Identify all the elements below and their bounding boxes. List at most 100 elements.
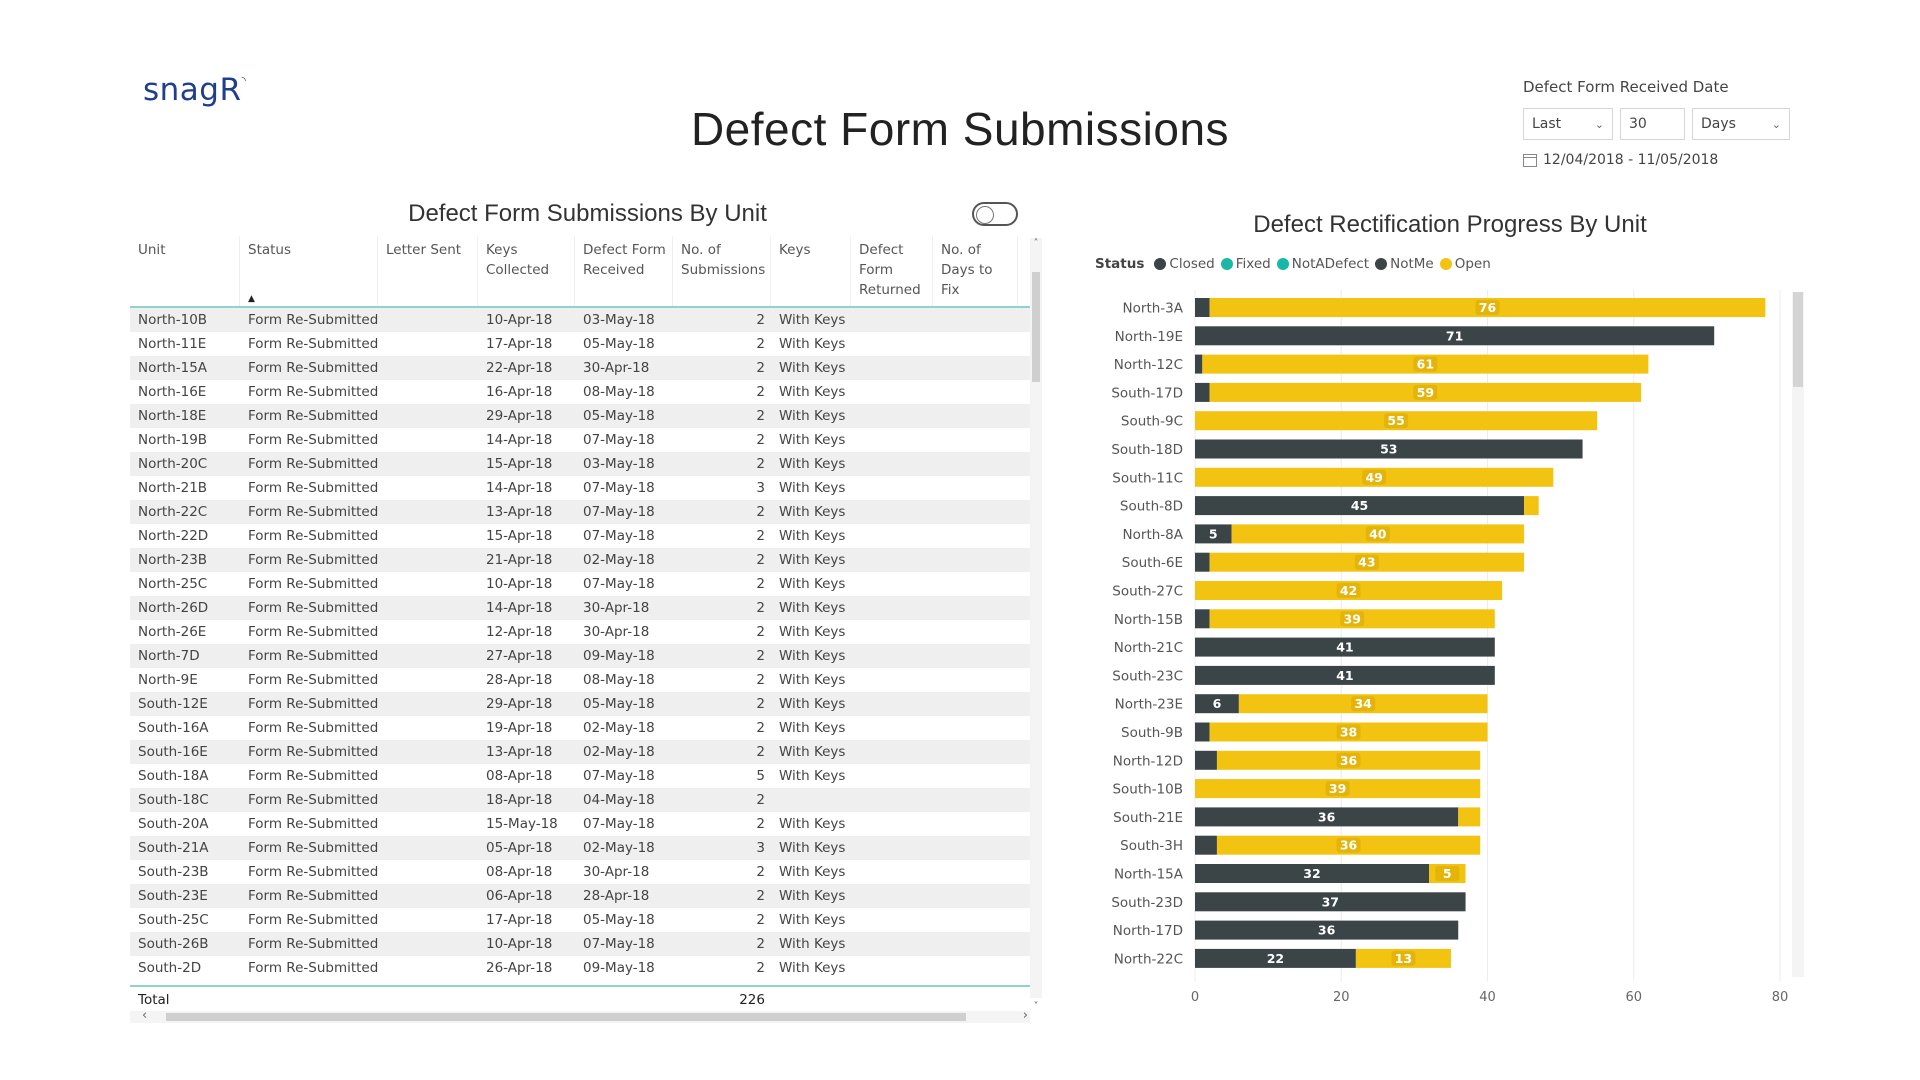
bar-segment[interactable] [1195, 920, 1459, 940]
relative-unit-select[interactable]: Days ⌄ [1692, 108, 1790, 140]
table-row[interactable]: North-26D Form Re-Submitted 14-Apr-18 30-Ap… [130, 596, 1038, 620]
table-row[interactable]: South-23B Form Re-Submitted 08-Apr-18 30-Ap… [130, 860, 1038, 884]
table-row[interactable]: South-12E Form Re-Submitted 29-Apr-18 05-Ma… [130, 692, 1038, 716]
table-vertical-scrollbar[interactable]: ˄ ˅ [1030, 238, 1042, 1012]
column-header[interactable]: Keys [771, 236, 851, 306]
bar-segment[interactable] [1195, 637, 1495, 657]
scroll-left-icon[interactable]: ‹ [142, 1008, 148, 1023]
table-cell: Form Re-Submitted [248, 936, 378, 952]
table-row[interactable]: North-15A Form Re-Submitted 22-Apr-18 30-Ap… [130, 356, 1038, 380]
column-header[interactable]: Keys Collected [478, 236, 575, 306]
table-cell: 2 [756, 696, 765, 712]
scrollbar-thumb[interactable] [1032, 272, 1040, 382]
column-header[interactable]: Letter Sent [378, 236, 478, 306]
relative-amount-input[interactable]: 30 [1620, 108, 1685, 140]
table-cell: 19-Apr-18 [486, 720, 553, 736]
bar-segment[interactable] [1195, 835, 1217, 855]
bar-segment[interactable] [1458, 807, 1481, 827]
table-row[interactable]: South-20A Form Re-Submitted 15-May-18 07-Ma… [130, 812, 1038, 836]
table-cell: 3 [756, 480, 765, 496]
table-row[interactable]: North-19B Form Re-Submitted 14-Apr-18 07-Ma… [130, 428, 1038, 452]
table-row[interactable]: South-18C Form Re-Submitted 18-Apr-18 04-Ma… [130, 788, 1038, 812]
table-cell: 13-Apr-18 [486, 744, 553, 760]
table-row[interactable]: North-16E Form Re-Submitted 16-Apr-18 08-Ma… [130, 380, 1038, 404]
table-row[interactable]: North-20C Form Re-Submitted 15-Apr-18 03-Ma… [130, 452, 1038, 476]
table-total-row: Total 226 [130, 985, 1038, 1013]
table-row[interactable]: South-16A Form Re-Submitted 19-Apr-18 02-Ma… [130, 716, 1038, 740]
scroll-right-icon[interactable]: › [1022, 1008, 1028, 1023]
legend-item[interactable]: Open [1439, 256, 1491, 272]
table-cell: With Keys [779, 768, 846, 784]
scroll-down-icon[interactable]: ˅ [1033, 1001, 1039, 1012]
column-header[interactable]: Unit [130, 236, 240, 306]
column-header[interactable]: Defect Form Received [575, 236, 673, 306]
bar-segment[interactable] [1195, 948, 1356, 968]
legend-dot-icon [1375, 258, 1388, 270]
table-cell: Form Re-Submitted [248, 504, 378, 520]
data-label: 76 [1479, 300, 1497, 315]
bar-segment[interactable] [1195, 722, 1210, 742]
bar-segment[interactable] [1195, 496, 1525, 516]
chart-vertical-scrollbar[interactable] [1792, 292, 1804, 977]
column-header[interactable]: No. of Days to Fix [933, 236, 1018, 306]
column-header[interactable]: No. of Submissions [673, 236, 771, 306]
table-cell: 16-Apr-18 [486, 384, 553, 400]
table-cell: Form Re-Submitted [248, 384, 378, 400]
table-row[interactable]: North-22C Form Re-Submitted 13-Apr-18 07-Ma… [130, 500, 1038, 524]
table-row[interactable]: North-21B Form Re-Submitted 14-Apr-18 07-Ma… [130, 476, 1038, 500]
table-row[interactable]: North-11E Form Re-Submitted 17-Apr-18 05-Ma… [130, 332, 1038, 356]
bar-segment[interactable] [1195, 807, 1459, 827]
bar-segment[interactable] [1195, 609, 1210, 629]
bar-segment[interactable] [1195, 439, 1583, 459]
bar-segment[interactable] [1195, 298, 1210, 317]
bar-segment[interactable] [1195, 552, 1210, 572]
submissions-table: ▲ Unit Status Letter Sent Keys Collected Def… [130, 236, 1038, 980]
scrollbar-thumb[interactable] [166, 1013, 966, 1021]
bar-segment[interactable] [1195, 382, 1210, 402]
legend-item-label: NotMe [1390, 256, 1434, 272]
bar-segment[interactable] [1195, 524, 1232, 544]
table-row[interactable]: South-2D Form Re-Submitted 26-Apr-18 09-May… [130, 956, 1038, 980]
scroll-up-icon[interactable]: ˄ [1033, 238, 1039, 249]
table-row[interactable]: South-25C Form Re-Submitted 17-Apr-18 05-Ma… [130, 908, 1038, 932]
table-row[interactable]: South-26B Form Re-Submitted 10-Apr-18 07-Ma… [130, 932, 1038, 956]
bar-segment[interactable] [1524, 496, 1539, 516]
scrollbar-thumb[interactable] [1793, 292, 1803, 387]
legend-item[interactable]: NotMe [1375, 256, 1434, 272]
table-row[interactable]: North-26E Form Re-Submitted 12-Apr-18 30-Ap… [130, 620, 1038, 644]
column-header[interactable]: Status [240, 236, 378, 306]
table-row[interactable]: North-25C Form Re-Submitted 10-Apr-18 07-Ma… [130, 572, 1038, 596]
table-cell: 5 [756, 768, 765, 784]
table-cell: North-22C [138, 504, 208, 520]
bar-segment[interactable] [1195, 750, 1217, 770]
table-cell: North-11E [138, 336, 207, 352]
table-cell: 2 [756, 816, 765, 832]
sort-ascending-icon[interactable]: ▲ [248, 294, 255, 304]
toggle-switch[interactable] [972, 202, 1018, 226]
bar-segment[interactable] [1195, 864, 1429, 883]
table-row[interactable]: South-23E Form Re-Submitted 06-Apr-18 28-Ap… [130, 884, 1038, 908]
bar-segment[interactable] [1195, 892, 1466, 912]
table-row[interactable]: South-21A Form Re-Submitted 05-Apr-18 02-Ma… [130, 836, 1038, 860]
table-row[interactable]: South-16E Form Re-Submitted 13-Apr-18 02-Ma… [130, 740, 1038, 764]
relative-mode-select[interactable]: Last ⌄ [1523, 108, 1613, 140]
legend-item[interactable]: Fixed [1220, 256, 1271, 272]
column-header[interactable]: Defect Form Returned [851, 236, 933, 306]
bar-segment[interactable] [1195, 354, 1203, 374]
table-cell: Form Re-Submitted [248, 456, 378, 472]
legend-item[interactable]: Closed [1154, 256, 1215, 272]
table-row[interactable]: North-10B Form Re-Submitted 10-Apr-18 03-Ma… [130, 308, 1038, 332]
bar-segment[interactable] [1195, 694, 1239, 714]
bar-segment[interactable] [1195, 665, 1495, 685]
table-row[interactable]: South-18A Form Re-Submitted 08-Apr-18 07-Ma… [130, 764, 1038, 788]
data-label-box [1351, 696, 1376, 712]
table-row[interactable]: North-7D Form Re-Submitted 27-Apr-18 09-May… [130, 644, 1038, 668]
legend-item[interactable]: NotADefect [1276, 256, 1369, 272]
table-row[interactable]: North-9E Form Re-Submitted 28-Apr-18 08-May… [130, 668, 1038, 692]
table-horizontal-scrollbar[interactable]: ‹ › [130, 1008, 1030, 1023]
table-row[interactable]: North-22D Form Re-Submitted 15-Apr-18 07-Ma… [130, 524, 1038, 548]
category-label: South-18D [1111, 442, 1183, 458]
table-row[interactable]: North-18E Form Re-Submitted 29-Apr-18 05-Ma… [130, 404, 1038, 428]
bar-segment[interactable] [1195, 326, 1715, 346]
table-row[interactable]: North-23B Form Re-Submitted 21-Apr-18 02-Ma… [130, 548, 1038, 572]
